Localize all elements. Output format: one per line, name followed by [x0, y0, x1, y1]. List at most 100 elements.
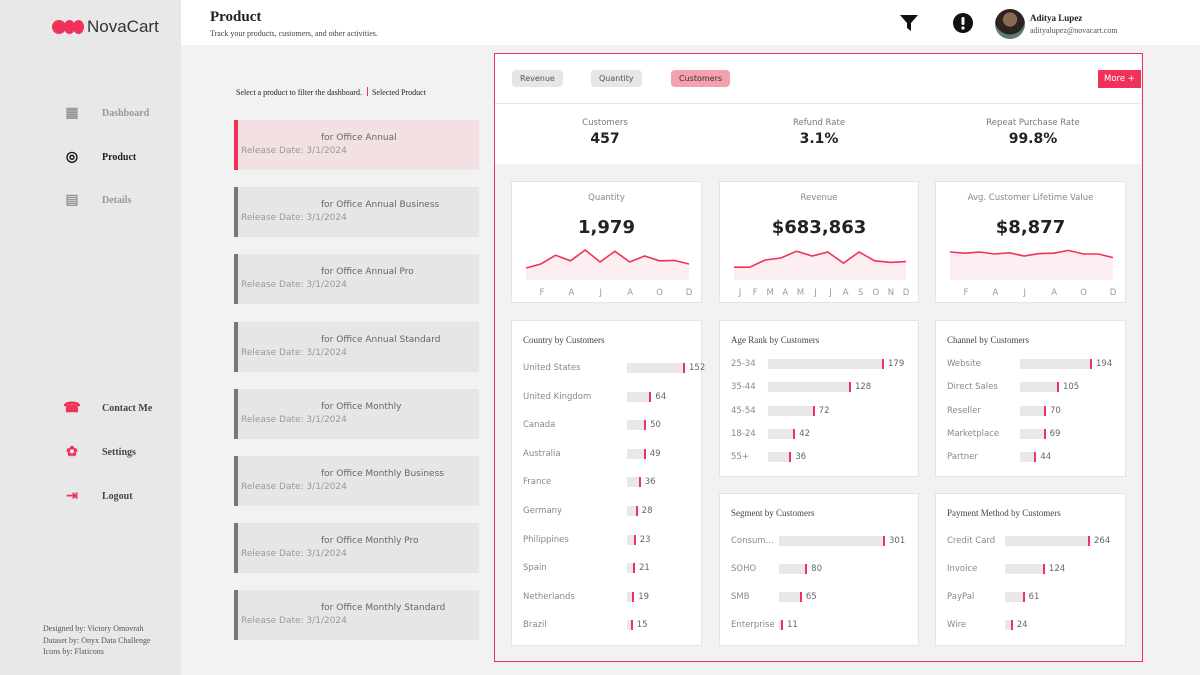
- bar-row[interactable]: Consum... 301: [720, 534, 918, 548]
- dashboard-icon: ▦: [65, 105, 79, 121]
- bar-value: 24: [1016, 620, 1028, 630]
- product-card[interactable]: for Office Monthly Pro Release Date: 3/1/…: [234, 523, 479, 574]
- bar: [768, 359, 884, 369]
- avatar[interactable]: [995, 9, 1025, 39]
- metric-tabs: Revenue Quantity Customers More +: [495, 54, 1141, 104]
- filter-icon[interactable]: [898, 12, 920, 34]
- bar-row[interactable]: PayPal 61: [936, 590, 1125, 604]
- bar: [1005, 592, 1025, 602]
- product-card[interactable]: for Office Annual Business Release Date: …: [234, 187, 479, 238]
- page-subtitle: Track your products, customers, and othe…: [210, 29, 378, 38]
- bar-label: 18-24: [731, 428, 756, 439]
- product-release-date: Release Date: 3/1/2024: [241, 347, 347, 358]
- sidebar-item-settings[interactable]: ✿ Settings: [64, 444, 136, 460]
- axis-tick-label: A: [1051, 288, 1057, 298]
- bar-row[interactable]: Direct Sales 105: [936, 380, 1125, 394]
- bar-row[interactable]: United Kingdom 64: [512, 390, 701, 404]
- axis-tick-label: D: [686, 288, 693, 298]
- credit-icons: Icons by: Flaticons: [43, 647, 104, 656]
- bar-row[interactable]: Philippines 23: [512, 533, 701, 547]
- trend-card-quantity: Quantity 1,979 F A J A O D: [511, 181, 702, 303]
- bar-row[interactable]: Enterprise 11: [720, 618, 918, 632]
- bar: [1020, 359, 1092, 369]
- product-release-date: Release Date: 3/1/2024: [241, 549, 347, 560]
- bar-value: 70: [1049, 405, 1061, 416]
- sidebar-item-label: Settings: [102, 446, 136, 458]
- sidebar-item-details[interactable]: ▤ Details: [64, 192, 131, 208]
- bar-row[interactable]: France 36: [512, 475, 701, 489]
- bar-row[interactable]: Netherlands 19: [512, 590, 701, 604]
- bar: [768, 428, 796, 439]
- bar-row[interactable]: Wire 24: [936, 618, 1125, 632]
- product-card[interactable]: for Office Monthly Release Date: 3/1/2024: [234, 388, 479, 439]
- bar-row[interactable]: Credit Card 264: [936, 534, 1125, 548]
- bar-value: 50: [650, 420, 661, 431]
- bar-row[interactable]: 45-54 72: [720, 404, 918, 418]
- product-card[interactable]: for Office Monthly Standard Release Date:…: [234, 590, 479, 641]
- bar-row[interactable]: 55+ 36: [720, 450, 918, 464]
- bar: [779, 564, 808, 574]
- credit-dataset: Dataset by: Onyx Data Challenge: [43, 635, 151, 645]
- axis-tick-label: S: [858, 288, 863, 298]
- target-icon: ◎: [65, 149, 79, 165]
- bar-card-age-rank-by-customers: Age Rank by Customers 25-34 179 35-44 128 45-…: [719, 320, 919, 477]
- product-card[interactable]: for Office Annual Standard Release Date: …: [234, 321, 479, 372]
- product-name: for Office Monthly Business: [321, 469, 444, 479]
- axis-tick-label: D: [903, 288, 910, 298]
- clipboard-icon: ▤: [65, 192, 79, 208]
- product-card[interactable]: for Office Monthly Business Release Date:…: [234, 456, 479, 506]
- selected-legend-marker: [366, 87, 368, 96]
- product-hint: Select a product to filter the dashboard…: [236, 87, 426, 97]
- bar-value: 36: [795, 452, 807, 463]
- bar-row[interactable]: Germany 28: [512, 504, 701, 518]
- sidebar-item-dashboard[interactable]: ▦ Dashboard: [64, 105, 149, 121]
- bar-card-title: Country by Customers: [523, 335, 605, 345]
- axis-tick-label: O: [656, 288, 663, 298]
- sidebar-item-logout[interactable]: ⇥ Logout: [64, 488, 132, 504]
- bar-label: United States: [523, 363, 581, 373]
- more-button[interactable]: More +: [1098, 70, 1141, 88]
- axis-tick-label: A: [843, 288, 849, 298]
- product-release-date: Release Date: 3/1/2024: [241, 146, 347, 156]
- tab-customers[interactable]: Customers: [671, 70, 731, 87]
- bar-label: United Kingdom: [523, 391, 592, 402]
- kpi-row: Customers 457 Refund Rate 3.1% Repeat Purc…: [495, 104, 1141, 164]
- bar-row[interactable]: Marketplace 69: [936, 427, 1125, 441]
- sidebar: NovaCart ▦ Dashboard ◎ Product ▤ Details ☎ Cont…: [0, 0, 181, 675]
- bar-value: 11: [787, 620, 798, 630]
- bar: [627, 363, 685, 373]
- header: Product Track your products, customers, …: [181, 0, 1200, 45]
- bar-row[interactable]: 25-34 179: [720, 357, 918, 371]
- tab-revenue[interactable]: Revenue: [512, 70, 563, 87]
- axis-tick-label: A: [627, 288, 633, 298]
- bar-row[interactable]: Australia 49: [512, 447, 701, 461]
- bar-row[interactable]: Canada 50: [512, 418, 701, 432]
- tab-quantity[interactable]: Quantity: [591, 70, 642, 87]
- bar-row[interactable]: SOHO 80: [720, 562, 918, 576]
- bar-label: Philippines: [523, 534, 569, 545]
- sparkline-line: [525, 248, 690, 269]
- bar-row[interactable]: Website 194: [936, 357, 1125, 371]
- bar-row[interactable]: Reseller 70: [936, 404, 1125, 418]
- product-name: for Office Monthly: [321, 401, 402, 412]
- logout-icon: ⇥: [66, 488, 78, 504]
- bar: [768, 452, 792, 463]
- sidebar-item-contact-me[interactable]: ☎ Contact Me: [63, 400, 152, 416]
- bar-row[interactable]: Invoice 124: [936, 562, 1125, 576]
- bar-row[interactable]: SMB 65: [720, 590, 918, 604]
- bar-label: PayPal: [947, 592, 975, 602]
- product-card[interactable]: for Office Annual Release Date: 3/1/2024: [234, 120, 479, 170]
- bar-row[interactable]: Brazil 15: [512, 618, 701, 632]
- bar-row[interactable]: United States 152: [512, 361, 705, 375]
- bar-card-title: Channel by Customers: [947, 335, 1029, 345]
- bar-row[interactable]: 35-44 128: [720, 380, 918, 394]
- sidebar-item-product[interactable]: ◎ Product: [64, 149, 136, 165]
- bar: [1020, 382, 1059, 393]
- bar-row[interactable]: Spain 21: [512, 561, 701, 575]
- bar-row[interactable]: 18-24 42: [720, 427, 918, 441]
- bar-row[interactable]: Partner 44: [936, 450, 1125, 464]
- bar-card-channel-by-customers: Channel by Customers Website 194 Direct Sal…: [935, 320, 1126, 477]
- alert-icon[interactable]: [952, 12, 974, 34]
- product-card[interactable]: for Office Annual Pro Release Date: 3/1/2…: [234, 254, 479, 305]
